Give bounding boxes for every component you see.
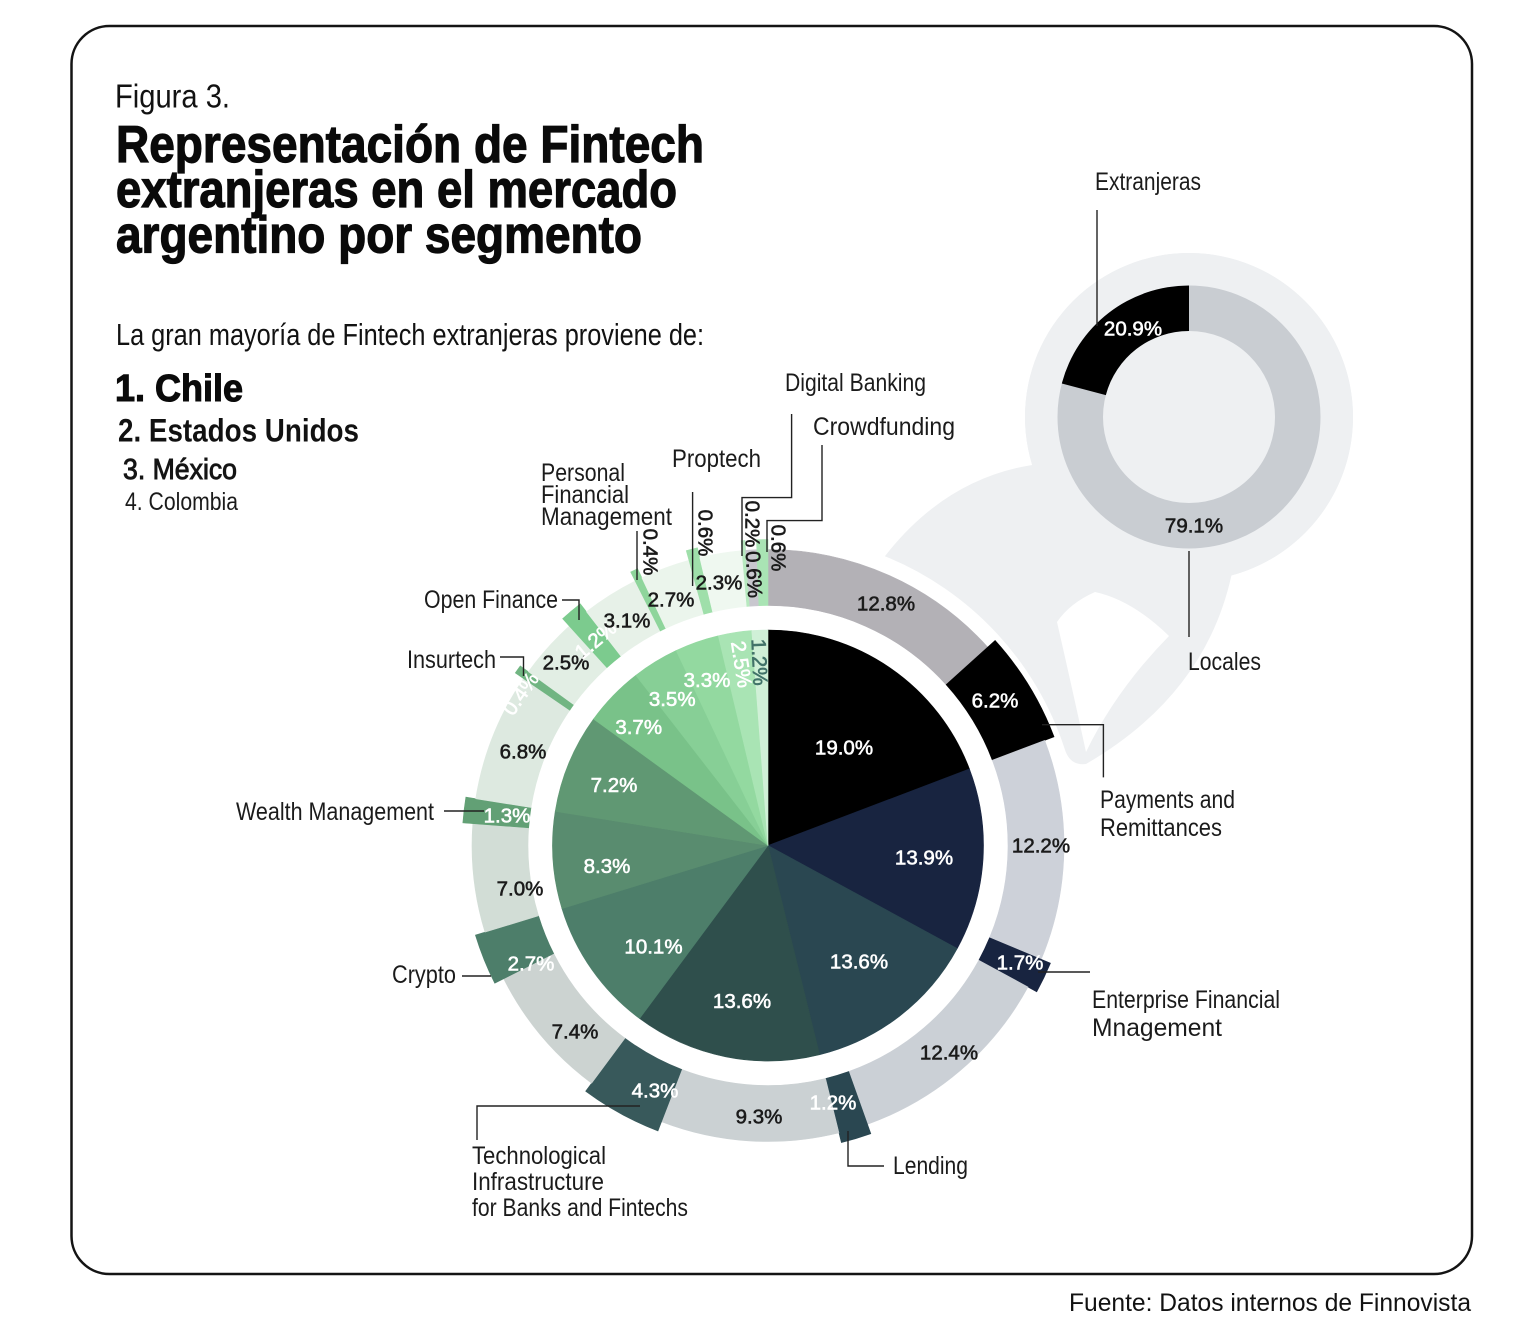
svg-text:0.6%: 0.6% bbox=[694, 510, 717, 557]
svg-text:10.1%: 10.1% bbox=[624, 936, 682, 959]
svg-text:12.4%: 12.4% bbox=[920, 1042, 978, 1065]
svg-text:2.7%: 2.7% bbox=[648, 589, 695, 612]
svg-text:Enterprise Financial: Enterprise Financial bbox=[1092, 986, 1280, 1014]
svg-text:12.8%: 12.8% bbox=[857, 593, 915, 616]
svg-text:Infrastructure: Infrastructure bbox=[472, 1168, 604, 1196]
svg-text:6.8%: 6.8% bbox=[500, 741, 547, 764]
svg-text:Financial: Financial bbox=[541, 481, 629, 509]
svg-text:1. Chile: 1. Chile bbox=[115, 368, 243, 410]
svg-text:4. Colombia: 4. Colombia bbox=[125, 488, 238, 516]
svg-text:3.3%: 3.3% bbox=[684, 669, 731, 692]
svg-text:Open Finance: Open Finance bbox=[424, 586, 558, 614]
svg-text:3.1%: 3.1% bbox=[604, 610, 651, 633]
svg-text:Fuente: Datos internos de Finn: Fuente: Datos internos de Finnovista bbox=[1069, 1289, 1471, 1317]
svg-text:0.2%: 0.2% bbox=[741, 501, 764, 548]
svg-text:0.4%: 0.4% bbox=[639, 529, 662, 576]
svg-text:3. México: 3. México bbox=[123, 454, 237, 486]
svg-text:Technological: Technological bbox=[472, 1142, 606, 1170]
svg-text:7.2%: 7.2% bbox=[591, 774, 638, 797]
svg-text:20.9%: 20.9% bbox=[1104, 318, 1162, 341]
svg-text:Proptech: Proptech bbox=[672, 445, 761, 473]
svg-text:Representación de Fintech: Representación de Fintech bbox=[116, 116, 704, 174]
svg-text:Management: Management bbox=[541, 503, 672, 531]
svg-text:La gran mayoría de Fintech ext: La gran mayoría de Fintech extranjeras p… bbox=[116, 317, 704, 352]
svg-text:19.0%: 19.0% bbox=[815, 737, 873, 760]
svg-text:Mnagement: Mnagement bbox=[1092, 1014, 1222, 1042]
svg-text:0.6%: 0.6% bbox=[741, 551, 767, 599]
svg-text:Figura 3.: Figura 3. bbox=[115, 78, 230, 115]
svg-text:1.2%: 1.2% bbox=[746, 638, 771, 686]
svg-text:13.6%: 13.6% bbox=[830, 951, 888, 974]
svg-text:Wealth Management: Wealth Management bbox=[236, 798, 434, 826]
svg-text:2.7%: 2.7% bbox=[508, 953, 555, 976]
svg-text:3.7%: 3.7% bbox=[615, 716, 662, 739]
svg-text:Payments and: Payments and bbox=[1100, 786, 1235, 814]
svg-text:0.6%: 0.6% bbox=[767, 525, 790, 572]
svg-text:Extranjeras: Extranjeras bbox=[1095, 168, 1201, 196]
svg-text:Lending: Lending bbox=[893, 1152, 968, 1180]
svg-text:Crowdfunding: Crowdfunding bbox=[813, 413, 955, 441]
svg-text:2.3%: 2.3% bbox=[696, 572, 743, 595]
svg-text:12.2%: 12.2% bbox=[1012, 835, 1070, 858]
svg-text:Personal: Personal bbox=[541, 459, 625, 487]
svg-text:for Banks and Fintechs: for Banks and Fintechs bbox=[472, 1194, 688, 1222]
svg-text:Remittances: Remittances bbox=[1100, 814, 1222, 842]
svg-text:13.9%: 13.9% bbox=[895, 847, 953, 870]
svg-text:1.7%: 1.7% bbox=[997, 952, 1044, 975]
svg-text:7.4%: 7.4% bbox=[552, 1021, 599, 1044]
svg-text:1.2%: 1.2% bbox=[810, 1092, 857, 1115]
svg-text:6.2%: 6.2% bbox=[972, 690, 1019, 713]
svg-text:Digital Banking: Digital Banking bbox=[785, 369, 926, 397]
svg-text:argentino por segmento: argentino por segmento bbox=[116, 207, 642, 265]
svg-text:7.0%: 7.0% bbox=[497, 878, 544, 901]
svg-text:1.3%: 1.3% bbox=[484, 805, 531, 828]
svg-text:Locales: Locales bbox=[1188, 648, 1261, 676]
svg-text:79.1%: 79.1% bbox=[1165, 515, 1223, 538]
svg-text:9.3%: 9.3% bbox=[736, 1106, 783, 1129]
svg-text:Insurtech: Insurtech bbox=[407, 646, 496, 674]
svg-text:8.3%: 8.3% bbox=[584, 855, 631, 878]
svg-text:Crypto: Crypto bbox=[392, 961, 456, 989]
svg-text:2.5%: 2.5% bbox=[543, 652, 590, 675]
svg-text:13.6%: 13.6% bbox=[713, 990, 771, 1013]
svg-text:3.5%: 3.5% bbox=[649, 688, 696, 711]
svg-text:2. Estados Unidos: 2. Estados Unidos bbox=[118, 413, 359, 449]
svg-text:extranjeras en el mercado: extranjeras en el mercado bbox=[116, 161, 677, 219]
svg-text:4.3%: 4.3% bbox=[632, 1080, 679, 1103]
